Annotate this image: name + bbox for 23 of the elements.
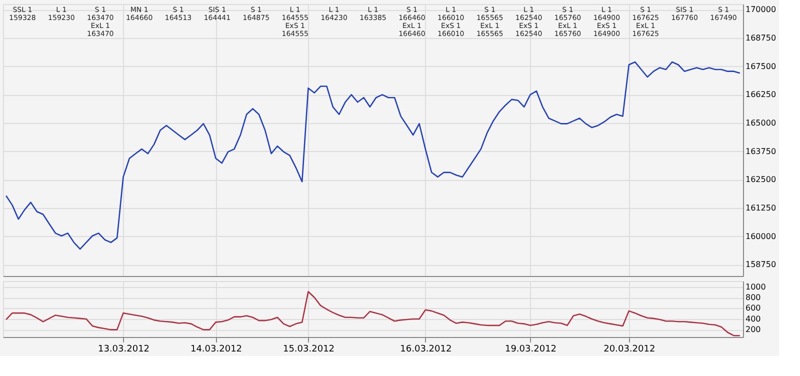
y-tick-label: 168750 bbox=[746, 34, 776, 42]
y-tick-label: 600 bbox=[746, 304, 761, 313]
x-tick-label: 13.03.2012 bbox=[98, 344, 150, 354]
y-tick-label: 1000 bbox=[746, 282, 766, 292]
x-tick-label: 15.03.2012 bbox=[282, 344, 335, 354]
y-tick-label: 163750 bbox=[746, 146, 776, 156]
y-tick-label: 800 bbox=[746, 293, 761, 302]
y-tick-label: 167500 bbox=[746, 62, 776, 71]
line-series bbox=[5, 290, 741, 336]
y-tick-label: 158750 bbox=[746, 260, 776, 270]
y-tick-label: 161250 bbox=[746, 204, 776, 212]
line-series bbox=[5, 61, 741, 250]
y-tick-label: 160000 bbox=[746, 232, 776, 241]
x-tick-label: 19.03.2012 bbox=[504, 344, 557, 354]
y-tick-label: 400 bbox=[746, 314, 761, 324]
y-tick-label: 170000 bbox=[746, 5, 776, 14]
y-tick-label: 200 bbox=[746, 325, 761, 334]
y-tick-label: 166250 bbox=[746, 90, 776, 100]
y-tick-label: 162500 bbox=[746, 175, 776, 184]
x-tick-label: 20.03.2012 bbox=[604, 344, 656, 354]
x-tick-label: 16.03.2012 bbox=[400, 344, 452, 354]
x-tick-label: 14.03.2012 bbox=[190, 344, 242, 354]
y-tick-label: 165000 bbox=[746, 118, 776, 128]
